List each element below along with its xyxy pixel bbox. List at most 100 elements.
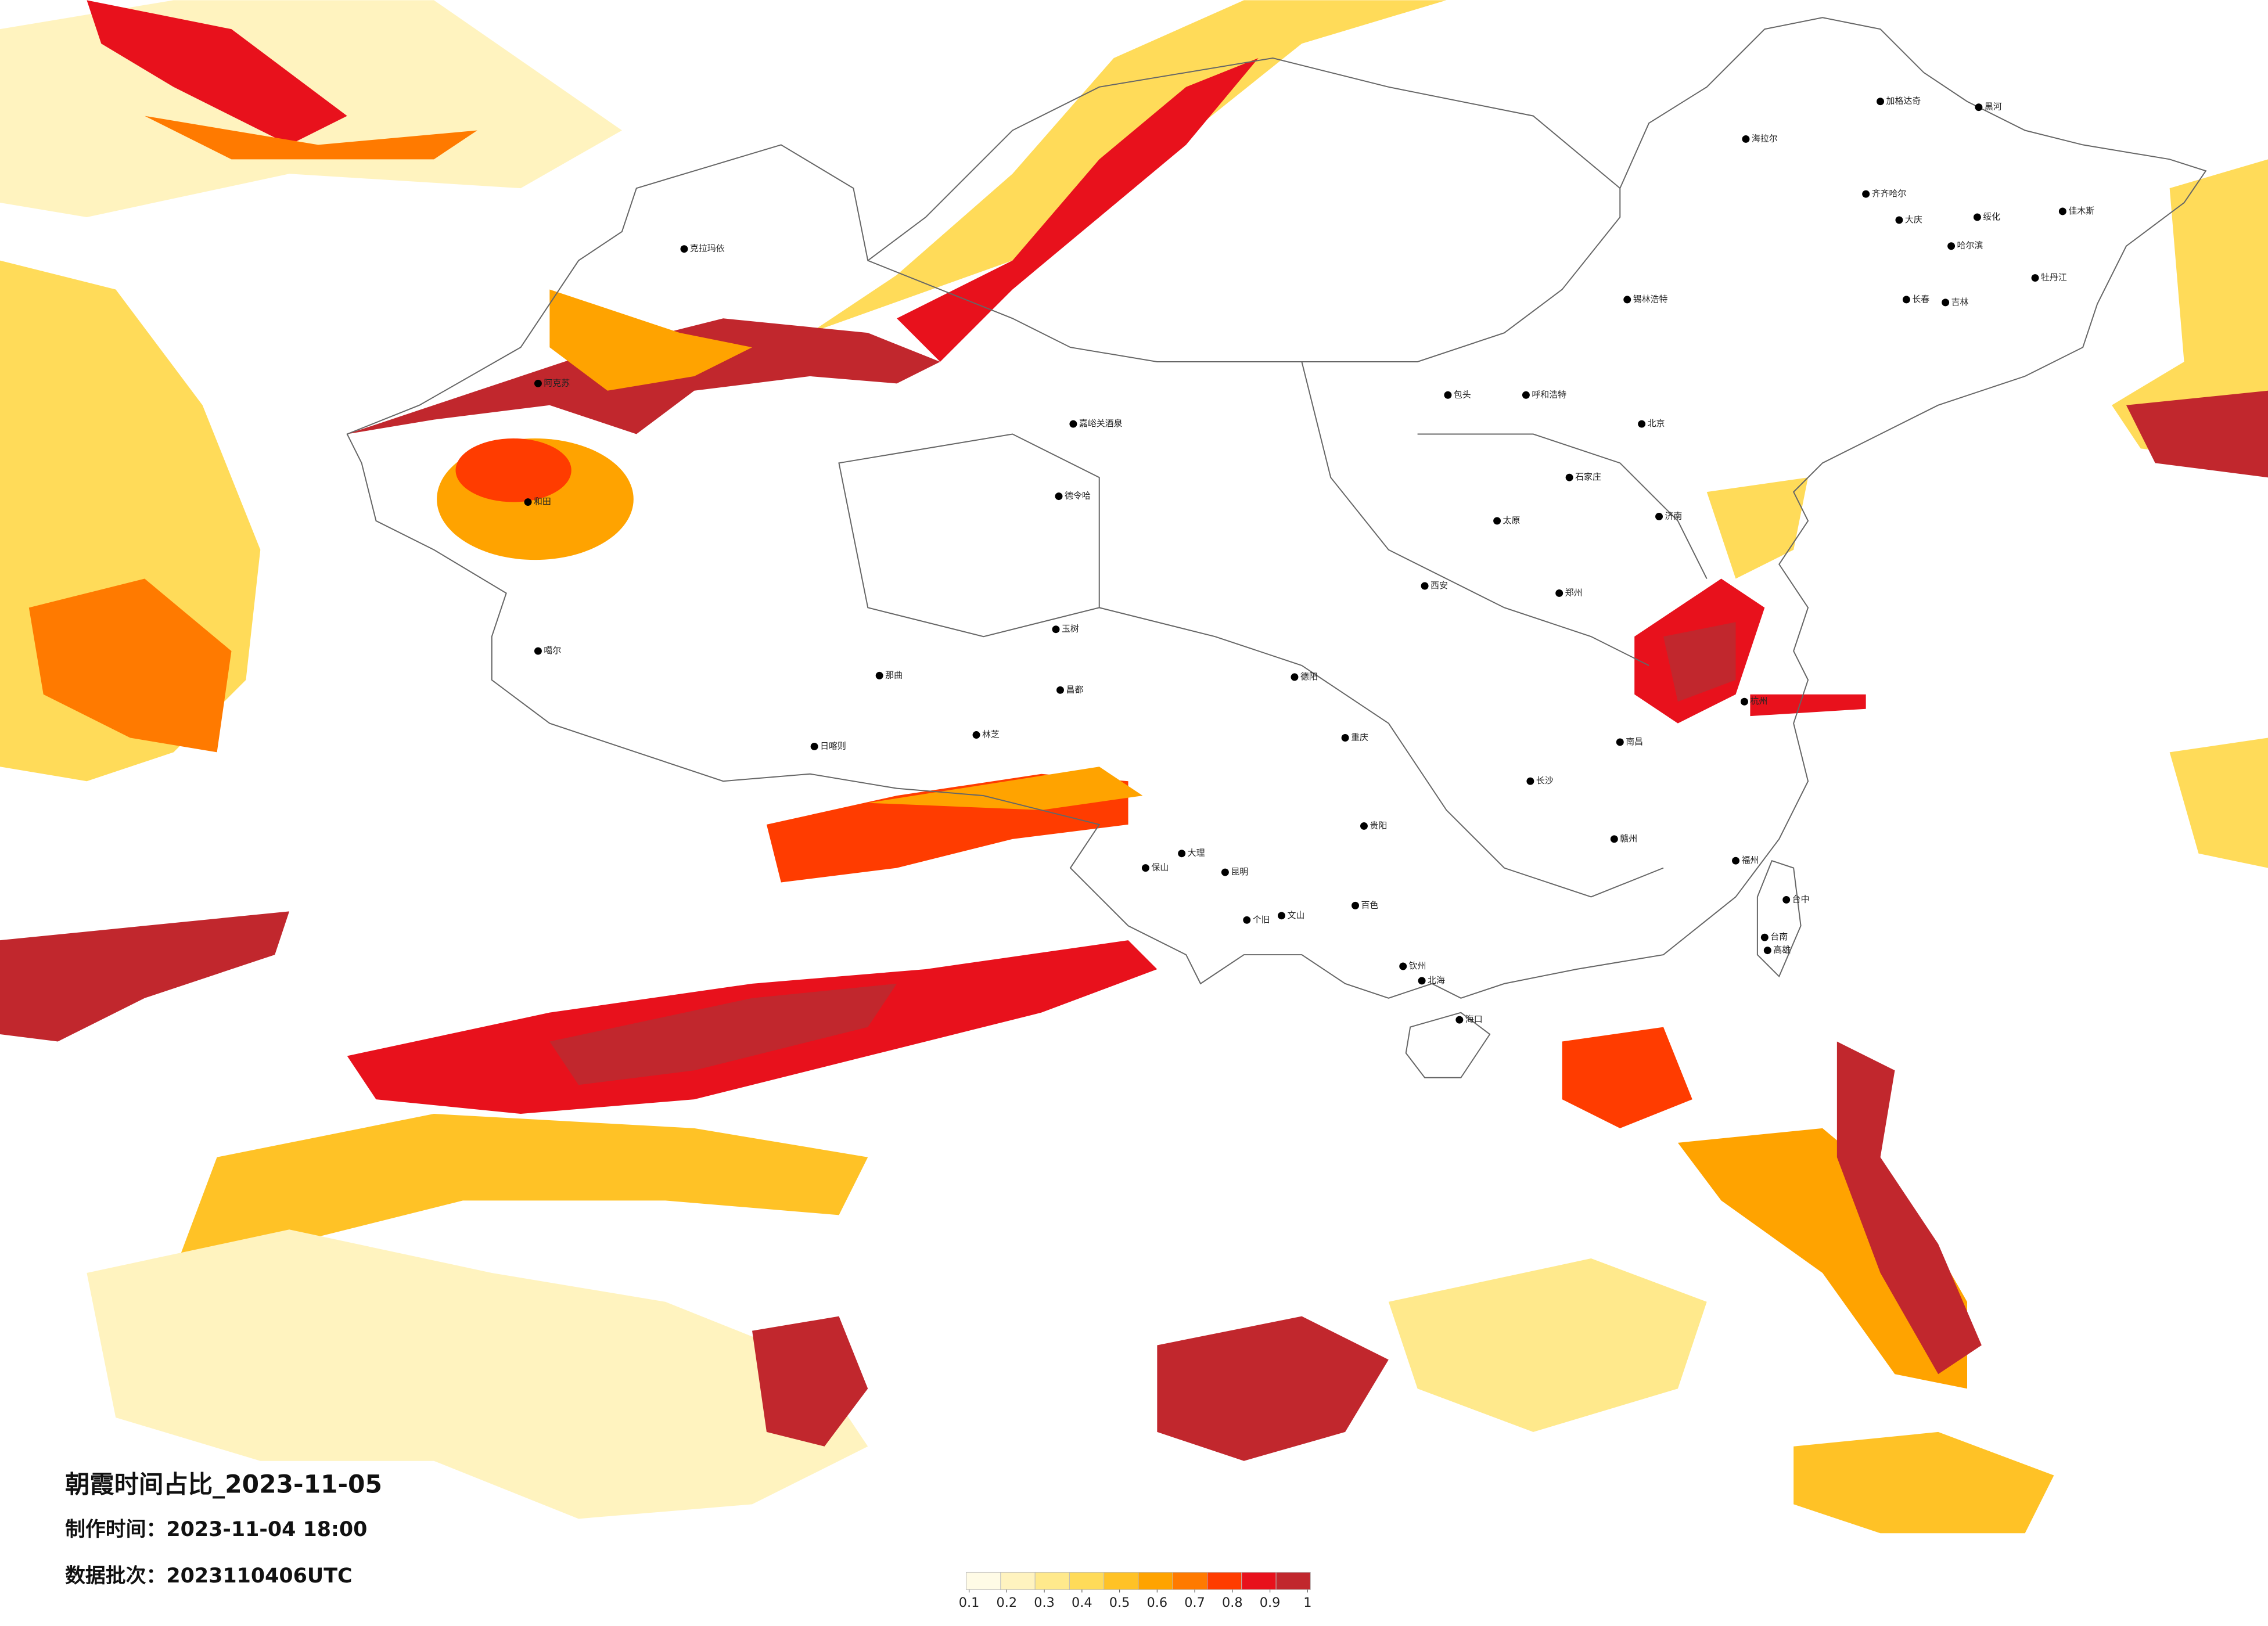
city-label: 那曲: [885, 670, 903, 680]
city-dot: [2058, 207, 2066, 215]
legend-swatch: [1034, 1571, 1070, 1590]
city-dot: [534, 379, 542, 387]
heat-area: [868, 767, 1143, 811]
legend-tick-label: 0.1: [959, 1595, 980, 1610]
city-dot: [1052, 625, 1060, 634]
city-dot: [1444, 391, 1452, 399]
city-label: 高雄: [1773, 945, 1791, 955]
city-dot: [1565, 473, 1573, 481]
city-label: 日喀则: [820, 740, 846, 751]
city-label: 呼和浩特: [1532, 389, 1566, 400]
city-label: 林芝: [982, 729, 1000, 740]
city-dot: [680, 245, 688, 253]
city-label: 和田: [534, 497, 551, 507]
city-label: 太原: [1503, 515, 1521, 526]
heat-area: [897, 57, 1259, 362]
city-dot: [1975, 103, 1983, 111]
legend-tick-label: 0.6: [1147, 1595, 1168, 1610]
heat-area: [2126, 390, 2268, 478]
city-dot: [1623, 296, 1631, 304]
city-label: 台南: [1770, 931, 1788, 942]
city-dot: [1742, 135, 1750, 143]
city-dot: [1763, 947, 1771, 955]
city-dot: [1877, 98, 1885, 106]
city-label: 噶尔: [544, 645, 561, 656]
city-dot: [1243, 916, 1251, 924]
city-dot: [1178, 850, 1186, 858]
legend-swatch: [1069, 1571, 1105, 1590]
city-dot: [534, 647, 542, 655]
legend-tick-label: 0.5: [1109, 1595, 1130, 1610]
province-border: [1099, 607, 1664, 898]
city-label: 文山: [1287, 910, 1304, 920]
legend-tick-label: 0.3: [1034, 1595, 1055, 1610]
heat-area: [145, 116, 477, 160]
city-dot: [1942, 298, 1950, 307]
city-label: 重庆: [1351, 732, 1368, 742]
city-label: 杭州: [1750, 696, 1767, 706]
city-dot: [2031, 274, 2039, 282]
legend-swatch: [1172, 1571, 1208, 1590]
legend-swatch: [1138, 1571, 1173, 1590]
city-label: 台中: [1792, 894, 1810, 904]
city-dot: [1732, 857, 1739, 865]
city-label: 西安: [1430, 580, 1448, 591]
city-label: 石家庄: [1575, 472, 1601, 482]
city-dot: [1341, 734, 1349, 742]
legend-swatch: [1000, 1571, 1036, 1590]
heat-area: [1663, 622, 1736, 702]
city-dot: [1947, 242, 1956, 250]
legend-tick-label: 0.8: [1222, 1595, 1243, 1610]
heat-area: [87, 0, 347, 145]
legend-swatch: [1207, 1571, 1242, 1590]
city-dot: [1399, 962, 1407, 970]
heat-area: [1157, 1316, 1389, 1461]
city-label: 个旧: [1253, 914, 1270, 924]
city-dot: [1616, 738, 1624, 746]
legend-swatch: [1241, 1571, 1277, 1590]
city-dot: [1638, 420, 1646, 428]
heat-area: [0, 911, 290, 1042]
city-dot: [1973, 213, 1981, 221]
city-label: 海拉尔: [1752, 133, 1778, 143]
city-label: 德阳: [1300, 671, 1318, 682]
heat-area: [455, 438, 572, 502]
map-title: 朝霞时间占比_2023-11-05: [65, 1470, 382, 1499]
country-border: [867, 57, 1620, 261]
city-label: 加格达奇: [1886, 96, 1921, 106]
city-dot: [1522, 391, 1530, 399]
legend-tick-label: 0.4: [1072, 1595, 1092, 1610]
legend-swatch: [1275, 1571, 1311, 1590]
city-dot: [1141, 864, 1149, 872]
city-label: 德令哈: [1065, 491, 1091, 501]
city-dot: [1056, 686, 1064, 694]
city-label: 绥化: [1983, 211, 2000, 222]
island-border: [1756, 859, 1802, 978]
city-label: 昆明: [1231, 866, 1248, 877]
city-dot: [875, 671, 883, 679]
city-dot: [524, 498, 532, 506]
city-dot: [1902, 296, 1910, 304]
city-label: 郑州: [1565, 587, 1583, 598]
legend: 0.1 0.2 0.3 0.4 0.5 0.6 0.7 0.8 0.9 1: [959, 1571, 1311, 1610]
legend-swatch: [1104, 1571, 1139, 1590]
province-border: [1417, 433, 1708, 579]
legend-tick-label: 0.7: [1184, 1595, 1205, 1610]
legend-swatch: [966, 1571, 1001, 1590]
city-label: 北海: [1428, 975, 1445, 985]
city-dot: [1555, 589, 1563, 597]
city-label: 哈尔滨: [1957, 240, 1983, 251]
city-dot: [1421, 582, 1429, 590]
city-dot: [810, 742, 818, 750]
city-dot: [1760, 933, 1769, 941]
heat-area: [173, 1114, 868, 1273]
city-dot: [1895, 216, 1903, 224]
city-label: 北京: [1648, 418, 1665, 429]
heat-area: [1562, 1027, 1692, 1128]
legend-tick-label: 1: [1303, 1595, 1311, 1610]
heat-area: [752, 1316, 868, 1447]
city-label: 南昌: [1626, 736, 1643, 747]
city-label: 黑河: [1985, 102, 2002, 112]
